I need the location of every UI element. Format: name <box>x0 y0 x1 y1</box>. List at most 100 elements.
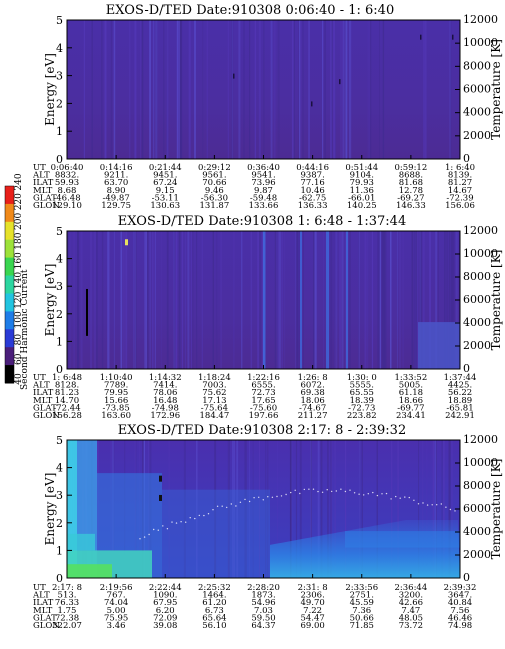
ephemeris-cell: -74.98 <box>152 403 179 413</box>
temperature-point <box>317 490 319 493</box>
ion-band-core <box>345 531 460 548</box>
heatmap-streak <box>277 440 278 578</box>
heatmap-streak <box>371 231 374 369</box>
ephemeris-cell: -75.64 <box>201 403 228 413</box>
heatmap-streak <box>317 440 320 578</box>
ephemeris-cell: 184.47 <box>200 411 230 421</box>
heatmap-streak <box>101 231 104 369</box>
ephemeris-row-label: UT <box>33 373 46 383</box>
panel-2-axes: 0 1 2 3 4 5 0 2000 4000 6000 8000 10000 12000 Energy … <box>43 224 503 376</box>
heatmap-streak <box>328 440 330 578</box>
ephemeris-cell: 2:28:20 <box>247 583 280 593</box>
heatmap-streak <box>243 20 245 159</box>
heatmap-streak <box>94 231 96 369</box>
heatmap-streak <box>175 231 176 369</box>
y2-tick-label: 6000 <box>463 293 491 306</box>
ephemeris-cell: 1090. <box>153 591 177 601</box>
heatmap-marker <box>311 101 313 107</box>
heatmap-streak <box>257 231 260 369</box>
heatmap-streak <box>391 440 393 578</box>
heatmap-streak <box>299 231 301 369</box>
heatmap-streak <box>227 20 229 159</box>
heatmap-streak <box>420 231 422 369</box>
ephemeris-cell: 0:06:40 <box>51 163 84 173</box>
ephemeris-cell: 12.78 <box>399 186 423 196</box>
heatmap-streak <box>202 20 204 159</box>
ephemeris-cell: 9387. <box>300 171 324 181</box>
heatmap-streak <box>238 20 241 159</box>
y2-tick-label: 12000 <box>463 224 498 237</box>
ephemeris-cell: 3200. <box>399 591 423 601</box>
ephemeris-cell: 136.33 <box>298 201 328 211</box>
heatmap-streak <box>163 20 165 159</box>
heatmap-streak <box>399 231 401 369</box>
heatmap-streak <box>364 231 367 369</box>
ephemeris-cell: 79.93 <box>350 178 374 188</box>
temperature-point <box>353 492 356 494</box>
colorbar-tick-label: 200 <box>14 213 24 230</box>
heatmap-streak <box>323 231 325 369</box>
heatmap-streak <box>449 20 451 159</box>
colorbar-frame <box>4 185 15 384</box>
heatmap-streak <box>140 20 142 159</box>
ephemeris-cell: 81.68 <box>399 178 423 188</box>
panel-2: EXOS-D/TED Date:910308 1: 6:48 - 1:37:44… <box>32 214 503 421</box>
heatmap-streak <box>134 231 136 369</box>
temperature-point <box>426 504 429 506</box>
ephemeris-cell: 11.36 <box>350 186 374 196</box>
ephemeris-row-label: ALT <box>32 591 50 601</box>
heatmap-streak <box>433 440 435 578</box>
heatmap-streak <box>196 231 198 369</box>
temperature-point <box>312 488 315 490</box>
heatmap-streak <box>300 231 302 369</box>
heatmap-streak <box>270 20 273 159</box>
ephemeris-cell: 1:22:16 <box>247 373 280 383</box>
panel-2-heatmap <box>67 231 460 369</box>
ephemeris-cell: 70.66 <box>202 178 226 188</box>
ephemeris-cell: -59.48 <box>250 193 277 203</box>
y2-tick-label: 2000 <box>463 548 491 561</box>
temperature-point <box>244 498 246 501</box>
heatmap-streak <box>298 20 300 159</box>
y2-tick-label: 2000 <box>463 129 491 142</box>
panel-1-ephemeris: UT 0:06:40 0:14:16 0:21:44 0:29:12 0:36:40 0:4… <box>32 163 475 211</box>
heatmap-streak <box>310 440 312 578</box>
ephemeris-cell: 6072. <box>300 381 324 391</box>
panel-3-ephemeris: UT 2:17: 8 2:19:56 2:22:44 2:25:32 2:28:20 2:3… <box>32 583 476 631</box>
heatmap-streak <box>113 231 115 369</box>
ephemeris-cell: 54.47 <box>300 613 324 623</box>
y-tick-label: 0 <box>56 153 63 166</box>
y2-tick-label: 4000 <box>463 316 491 329</box>
temperature-point <box>166 528 169 530</box>
heatmap-streak <box>359 440 362 578</box>
heatmap-streak <box>295 231 296 369</box>
colorbar-swatches <box>4 185 15 384</box>
heatmap-streak <box>426 440 428 578</box>
heatmap-streak <box>379 231 381 369</box>
heatmap-streak <box>265 440 266 578</box>
heatmap-streak <box>358 231 359 369</box>
temperature-point <box>299 492 301 495</box>
ephemeris-row-label: ILAT <box>33 178 54 188</box>
heatmap-streak <box>299 20 302 159</box>
ephemeris-cell: -56.30 <box>201 193 228 203</box>
heatmap-streak <box>173 231 175 369</box>
ephemeris-cell: 73.96 <box>251 178 275 188</box>
heatmap-streak <box>349 231 351 369</box>
temperature-point <box>349 489 351 491</box>
colorbar-tick-label: 40 <box>14 373 24 385</box>
y-tick-label: 3 <box>56 70 63 83</box>
heatmap-streak <box>444 231 445 369</box>
heatmap-streak <box>108 231 110 369</box>
heatmap-streak <box>314 231 317 369</box>
ephemeris-cell: 8832. <box>55 171 79 181</box>
heatmap-streak <box>330 231 333 369</box>
colorbar-swatch <box>5 329 14 348</box>
heatmap-streak <box>231 20 234 159</box>
heatmap-streak <box>346 231 348 369</box>
y-tick-label: 5 <box>56 14 63 27</box>
heatmap-streak <box>450 20 452 159</box>
heatmap-streak <box>245 440 247 578</box>
panel-3-axes: 0 1 2 3 4 5 0 2000 4000 6000 8000 10000 12000 Energy … <box>43 433 503 585</box>
ephemeris-cell: 1464. <box>202 591 226 601</box>
